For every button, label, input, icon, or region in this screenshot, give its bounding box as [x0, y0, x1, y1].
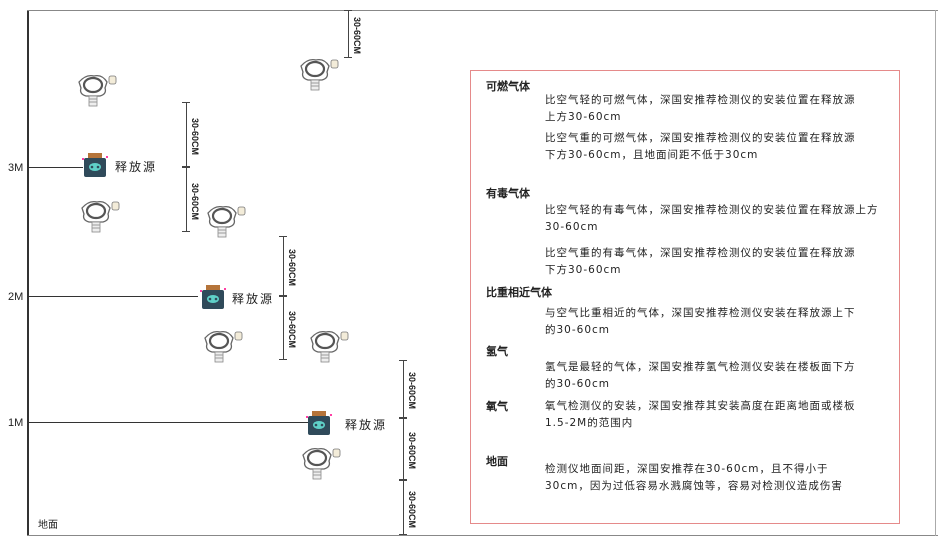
legend-paragraph: 比空气重的可燃气体，深国安推荐检测仪的安装位置在释放源下方30-60cm，且地面…	[545, 132, 856, 161]
dimension-line	[399, 480, 407, 535]
dimension-line	[279, 296, 287, 360]
level-1m-line	[28, 422, 308, 423]
gas-detector-icon	[76, 74, 118, 112]
dimension-line	[344, 10, 352, 58]
wall-line	[27, 10, 29, 536]
ceiling-line	[27, 10, 938, 11]
legend-section-title: 可燃气体	[486, 80, 530, 93]
ground-label: 地面	[38, 520, 58, 531]
legend-section-title: 地面	[486, 455, 508, 468]
release-source-label: 释放源	[345, 418, 388, 432]
level-2m: 2M	[8, 291, 24, 303]
release-source-icon	[304, 409, 334, 441]
dimension-label: 30-60CM	[287, 311, 297, 349]
legend-section-title: 氢气	[486, 345, 508, 358]
dimension-line	[182, 167, 190, 232]
level-3m-line	[28, 167, 83, 168]
gas-detector-icon	[79, 200, 121, 238]
dimension-label: 30-60CM	[352, 17, 362, 55]
gas-detector-icon	[202, 330, 244, 368]
legend-paragraph: 与空气比重相近的气体，深国安推荐检测仪安装在释放源上下的30-60cm	[545, 307, 856, 336]
legend-paragraph: 氢气是最轻的气体，深国安推荐氢气检测仪安装在楼板面下方的30-60cm	[545, 361, 856, 390]
floor-line	[27, 535, 938, 536]
legend-paragraph: 比空气重的有毒气体，深国安推荐检测仪的安装位置在释放源下方30-60cm	[545, 247, 856, 276]
dimension-line	[279, 236, 287, 296]
gas-detector-icon	[300, 447, 342, 485]
gas-detector-icon	[308, 330, 350, 368]
level-1m: 1M	[8, 417, 24, 429]
legend-paragraph: 比空气轻的可燃气体，深国安推荐检测仪的安装位置在释放源上方30-60cm	[545, 94, 856, 123]
dimension-line	[399, 418, 407, 480]
legend-section-title: 氧气	[486, 400, 508, 413]
dimension-label: 30-60CM	[287, 249, 297, 287]
dimension-label: 30-60CM	[190, 117, 200, 155]
dimension-line	[182, 102, 190, 167]
dimension-label: 30-60CM	[407, 490, 417, 528]
release-source-label: 释放源	[115, 160, 158, 174]
dimension-label: 30-60CM	[190, 182, 200, 220]
dimension-line	[399, 360, 407, 418]
gas-detector-icon	[205, 205, 247, 243]
release-source-icon	[198, 283, 228, 315]
dimension-label: 30-60CM	[407, 372, 417, 410]
legend-section-title: 比重相近气体	[486, 286, 552, 299]
legend-paragraph: 氧气检测仪的安装，深国安推荐其安装高度在距离地面或楼板1.5-2M的范围内	[545, 400, 856, 429]
dimension-label: 30-60CM	[407, 432, 417, 470]
legend-box	[470, 70, 900, 524]
gas-detector-icon	[298, 58, 340, 96]
release-source-label: 释放源	[232, 292, 275, 306]
right-wall-line	[935, 10, 936, 536]
legend-section-title: 有毒气体	[486, 187, 530, 200]
release-source-icon	[80, 151, 110, 183]
level-2m-line	[28, 296, 198, 297]
legend-paragraph: 检测仪地面间距，深国安推荐在30-60cm，且不得小于30cm，因为过低容易水溅…	[545, 463, 843, 492]
legend-paragraph: 比空气轻的有毒气体，深国安推荐检测仪的安装位置在释放源上方30-60cm	[545, 204, 879, 233]
level-3m: 3M	[8, 162, 24, 174]
